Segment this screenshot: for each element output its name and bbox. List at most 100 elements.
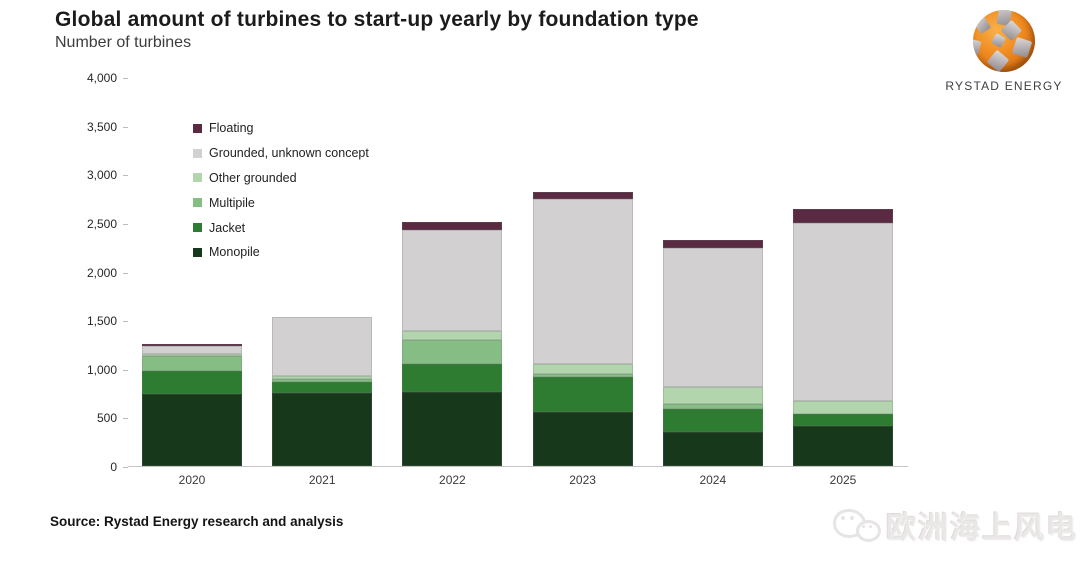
y-tick-label: 3,000 (86, 168, 117, 183)
segment-other-grounded (402, 331, 503, 341)
legend-swatch (193, 223, 202, 233)
y-tick-label: 3,500 (86, 119, 117, 134)
y-axis: 0 500 1,000 1,500 2,000 2,500 3,000 3,500 4,000 (0, 71, 117, 474)
segment-floating (142, 344, 242, 346)
x-tick-label: 2020 (178, 473, 206, 487)
segment-floating (532, 191, 633, 199)
segment-multipile (662, 404, 763, 410)
y-tick-mark (123, 223, 128, 225)
legend-swatch (193, 173, 202, 183)
y-tick-mark (123, 272, 128, 274)
legend-swatch (193, 198, 202, 208)
wechat-bubble-eye (862, 525, 865, 528)
legend-label: Monopile (209, 245, 260, 260)
segment-grounded-unknown-concept (272, 317, 373, 377)
bar-2023 (532, 191, 633, 466)
segment-other-grounded (793, 401, 893, 414)
segment-jacket (142, 371, 242, 395)
y-tick-label: 500 (96, 411, 117, 426)
segment-other-grounded (142, 354, 242, 356)
y-tick-mark (123, 418, 128, 420)
source-note: Source: Rystad Energy research and analy… (50, 514, 344, 529)
wechat-bubble-eye (841, 516, 845, 520)
wechat-icon (832, 504, 881, 546)
segment-jacket (662, 409, 763, 432)
rystad-brand-text: RYSTAD ENERGY (945, 79, 1063, 93)
x-tick-label: 2022 (439, 473, 466, 487)
rystad-logo: RYSTAD ENERGY (943, 10, 1065, 93)
globe-patch (986, 49, 1010, 72)
legend-item-floating: Floating (193, 116, 369, 141)
y-tick-mark (123, 321, 128, 323)
segment-monopile (272, 393, 373, 466)
x-tick-label: 2023 (569, 473, 596, 487)
legend-label: Floating (209, 121, 254, 136)
segment-grounded-unknown-concept (532, 198, 633, 364)
legend-swatch (193, 148, 202, 158)
segment-multipile (402, 340, 503, 364)
segment-floating (662, 239, 763, 249)
segment-jacket (532, 377, 633, 413)
y-tick-mark (123, 175, 128, 177)
segment-multipile (532, 373, 633, 378)
legend-item-jacket: Jacket (193, 215, 369, 240)
x-tick-label: 2025 (829, 473, 857, 487)
y-tick-mark (123, 369, 128, 371)
y-tick-label: 2,500 (86, 216, 117, 231)
segment-monopile (402, 392, 503, 466)
legend-swatch (193, 123, 202, 133)
segment-jacket (793, 413, 893, 427)
chart-legend: Floating Grounded, unknown concept Other g… (193, 116, 369, 265)
y-tick-label: 4,000 (86, 71, 117, 85)
watermark-text: 欧洲海上风电 (886, 512, 1078, 545)
legend-swatch (193, 247, 202, 257)
x-tick-label: 2024 (699, 473, 727, 487)
segment-monopile (532, 412, 633, 466)
x-axis-line (128, 466, 908, 467)
segment-monopile (793, 426, 893, 466)
y-tick-mark (123, 78, 128, 79)
x-axis-labels: 2020 2021 2022 2023 2024 2025 (128, 473, 908, 489)
y-tick-label: 1,500 (86, 314, 117, 329)
y-tick-mark (123, 467, 128, 468)
legend-label: Multipile (209, 195, 255, 210)
x-tick-label: 2021 (308, 473, 336, 487)
legend-item-grounded-unknown-concept: Grounded, unknown concept (193, 141, 369, 166)
segment-jacket (402, 363, 503, 393)
y-tick-mark (123, 126, 128, 128)
legend-item-monopile: Monopile (193, 240, 369, 265)
globe-patch (1011, 36, 1033, 59)
wechat-bubble-eye (850, 516, 854, 520)
bar-2021 (272, 317, 373, 466)
segment-grounded-unknown-concept (142, 345, 242, 355)
segment-other-grounded (272, 376, 373, 379)
chart-title: Global amount of turbines to start-up ye… (55, 8, 699, 31)
legend-label: Jacket (209, 220, 246, 235)
plot-area (123, 78, 908, 468)
segment-jacket (272, 382, 373, 394)
wechat-bubble-small (856, 520, 881, 542)
segment-floating (793, 209, 893, 224)
legend-label: Other grounded (209, 170, 297, 185)
globe-patch (990, 32, 1007, 49)
y-tick-label: 2,000 (86, 265, 117, 280)
legend-item-multipile: Multipile (193, 190, 369, 215)
segment-multipile (272, 378, 373, 383)
segment-floating (402, 222, 503, 231)
globe-patch (973, 14, 992, 35)
y-tick-label: 1,000 (86, 362, 117, 377)
segment-monopile (142, 394, 242, 466)
bar-2022 (402, 222, 503, 466)
segment-other-grounded (532, 363, 633, 374)
globe-icon (973, 10, 1035, 72)
bar-2024 (662, 239, 763, 466)
bar-2025 (793, 209, 893, 466)
watermark: 欧洲海上风电 (832, 503, 1078, 547)
segment-grounded-unknown-concept (793, 223, 893, 402)
chart-subtitle: Number of turbines (55, 34, 192, 51)
segment-monopile (662, 431, 763, 466)
segment-grounded-unknown-concept (402, 230, 503, 332)
segment-other-grounded (662, 387, 763, 405)
bar-2020 (142, 344, 242, 466)
